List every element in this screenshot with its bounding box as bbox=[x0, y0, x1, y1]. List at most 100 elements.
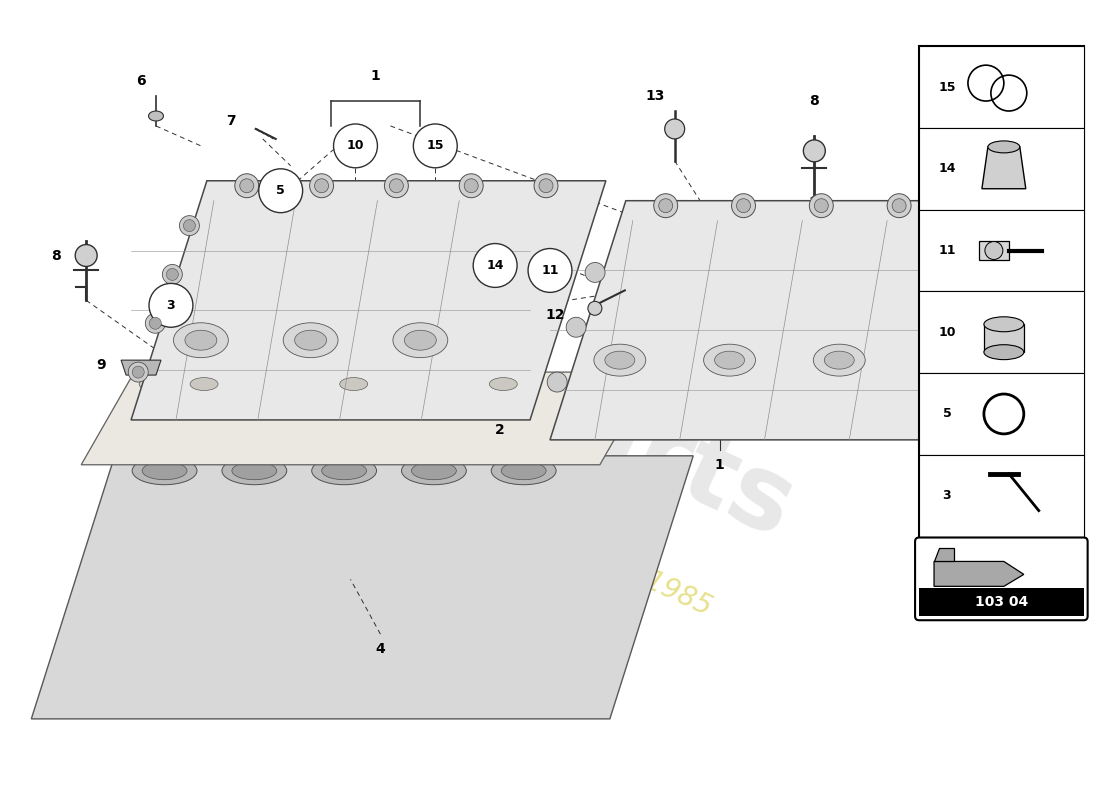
Ellipse shape bbox=[983, 317, 1024, 332]
Circle shape bbox=[129, 362, 149, 382]
Ellipse shape bbox=[704, 344, 756, 376]
Ellipse shape bbox=[983, 345, 1024, 360]
Bar bbox=[920, 128, 1084, 210]
Text: 1: 1 bbox=[371, 69, 381, 83]
Text: 11: 11 bbox=[938, 244, 956, 257]
Polygon shape bbox=[81, 372, 653, 465]
Circle shape bbox=[150, 318, 162, 330]
Ellipse shape bbox=[492, 457, 557, 485]
Ellipse shape bbox=[321, 462, 366, 480]
Bar bbox=[983, 324, 1024, 352]
Text: 10: 10 bbox=[346, 139, 364, 152]
Ellipse shape bbox=[490, 378, 517, 390]
Circle shape bbox=[315, 178, 329, 193]
Ellipse shape bbox=[491, 375, 540, 393]
Circle shape bbox=[184, 220, 196, 231]
Circle shape bbox=[585, 262, 605, 282]
Ellipse shape bbox=[132, 457, 197, 485]
Text: 2: 2 bbox=[495, 423, 505, 437]
Polygon shape bbox=[550, 201, 1045, 440]
Text: 1: 1 bbox=[715, 458, 725, 472]
Ellipse shape bbox=[185, 330, 217, 350]
Circle shape bbox=[145, 314, 165, 334]
Circle shape bbox=[166, 269, 178, 281]
Ellipse shape bbox=[587, 302, 602, 315]
Ellipse shape bbox=[283, 322, 338, 358]
Circle shape bbox=[737, 198, 750, 213]
Bar bbox=[920, 588, 1084, 616]
Ellipse shape bbox=[594, 344, 646, 376]
Text: 5: 5 bbox=[943, 407, 951, 421]
Circle shape bbox=[810, 194, 834, 218]
Ellipse shape bbox=[190, 378, 218, 390]
Text: 5: 5 bbox=[276, 184, 285, 198]
Circle shape bbox=[814, 198, 828, 213]
Bar bbox=[920, 291, 1084, 373]
Circle shape bbox=[653, 194, 678, 218]
Ellipse shape bbox=[984, 242, 1003, 259]
Bar bbox=[920, 46, 1084, 128]
Polygon shape bbox=[934, 562, 1024, 586]
Circle shape bbox=[566, 318, 586, 338]
Ellipse shape bbox=[664, 119, 684, 139]
Ellipse shape bbox=[222, 457, 287, 485]
Ellipse shape bbox=[715, 351, 745, 369]
Ellipse shape bbox=[393, 322, 448, 358]
Polygon shape bbox=[31, 456, 693, 719]
Circle shape bbox=[240, 178, 254, 193]
Ellipse shape bbox=[502, 462, 546, 480]
Ellipse shape bbox=[605, 351, 635, 369]
Circle shape bbox=[547, 372, 568, 392]
Ellipse shape bbox=[232, 462, 277, 480]
Circle shape bbox=[970, 198, 983, 213]
Ellipse shape bbox=[340, 378, 367, 390]
Text: 8: 8 bbox=[810, 94, 820, 108]
Circle shape bbox=[732, 194, 756, 218]
Text: 10: 10 bbox=[938, 326, 956, 338]
FancyBboxPatch shape bbox=[920, 46, 1084, 537]
Bar bbox=[979, 241, 1009, 261]
Ellipse shape bbox=[311, 457, 376, 485]
Polygon shape bbox=[982, 147, 1026, 189]
Ellipse shape bbox=[174, 322, 229, 358]
Text: 9: 9 bbox=[97, 358, 106, 372]
Ellipse shape bbox=[988, 141, 1020, 153]
Ellipse shape bbox=[75, 245, 97, 266]
Circle shape bbox=[892, 198, 906, 213]
Circle shape bbox=[459, 174, 483, 198]
Ellipse shape bbox=[227, 375, 277, 393]
Circle shape bbox=[539, 178, 553, 193]
Text: 15: 15 bbox=[427, 139, 444, 152]
Text: eurosparts: eurosparts bbox=[190, 200, 811, 561]
Circle shape bbox=[258, 169, 303, 213]
Text: 6: 6 bbox=[136, 74, 146, 88]
Circle shape bbox=[234, 174, 258, 198]
Text: a passion for parts since 1985: a passion for parts since 1985 bbox=[324, 418, 716, 621]
Polygon shape bbox=[131, 181, 606, 420]
Circle shape bbox=[384, 174, 408, 198]
Ellipse shape bbox=[405, 330, 437, 350]
Ellipse shape bbox=[315, 375, 365, 393]
Circle shape bbox=[414, 124, 458, 168]
Circle shape bbox=[132, 366, 144, 378]
Circle shape bbox=[473, 243, 517, 287]
Circle shape bbox=[163, 265, 183, 285]
Circle shape bbox=[965, 194, 989, 218]
Text: 14: 14 bbox=[938, 162, 956, 175]
Circle shape bbox=[528, 249, 572, 292]
Circle shape bbox=[179, 216, 199, 235]
Ellipse shape bbox=[295, 330, 327, 350]
Text: 8: 8 bbox=[52, 249, 62, 262]
Ellipse shape bbox=[411, 462, 456, 480]
Bar bbox=[920, 455, 1084, 537]
Ellipse shape bbox=[403, 375, 452, 393]
Text: 11: 11 bbox=[541, 264, 559, 277]
Ellipse shape bbox=[148, 111, 164, 121]
Bar bbox=[920, 210, 1084, 291]
Circle shape bbox=[534, 174, 558, 198]
Polygon shape bbox=[121, 360, 161, 375]
Ellipse shape bbox=[142, 462, 187, 480]
Text: 4: 4 bbox=[375, 642, 385, 656]
Text: 3: 3 bbox=[166, 299, 175, 312]
Circle shape bbox=[389, 178, 404, 193]
